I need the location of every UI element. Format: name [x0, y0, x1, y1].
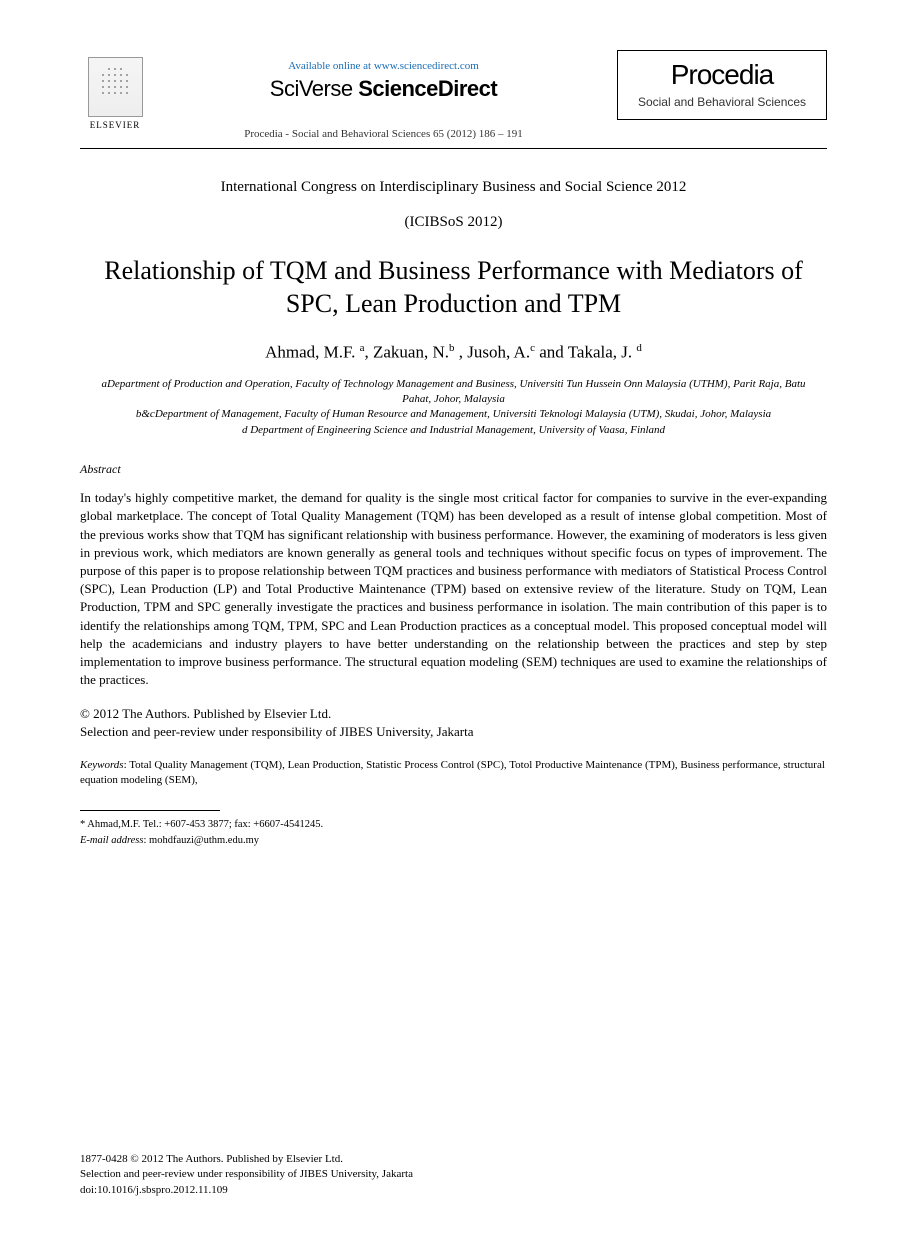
conference-name: International Congress on Interdisciplin…: [80, 179, 827, 196]
keywords-label: Keywords: [80, 759, 124, 771]
keywords-text: : Total Quality Management (TQM), Lean P…: [80, 759, 825, 786]
corresponding-author-footnote: * Ahmad,M.F. Tel.: +607-453 3877; fax: +…: [80, 817, 827, 849]
email-address: : mohdfauzi@uthm.edu.my: [143, 835, 259, 846]
affiliation-bc: b&cDepartment of Management, Faculty of …: [90, 407, 817, 422]
copyright-line1: © 2012 The Authors. Published by Elsevie…: [80, 705, 827, 723]
procedia-subtitle: Social and Behavioral Sciences: [632, 95, 812, 109]
elsevier-tree-icon: [88, 57, 143, 117]
email-label: E-mail address: [80, 835, 143, 846]
elsevier-label: ELSEVIER: [90, 120, 141, 130]
author-list: Ahmad, M.F. a, Zakuan, N.b , Jusoh, A.c …: [80, 342, 827, 363]
page-footer: 1877-0428 © 2012 The Authors. Published …: [80, 1152, 827, 1198]
footnote-contact: * Ahmad,M.F. Tel.: +607-453 3877; fax: +…: [80, 817, 827, 833]
footer-issn: 1877-0428 © 2012 The Authors. Published …: [80, 1152, 827, 1167]
available-online-line: Available online at www.sciencedirect.co…: [150, 60, 617, 72]
footnote-email-line: E-mail address: mohdfauzi@uthm.edu.my: [80, 833, 827, 849]
brand-prefix: SciVerse: [270, 76, 358, 101]
brand-main: ScienceDirect: [358, 76, 497, 101]
abstract-label: Abstract: [80, 462, 827, 477]
affiliation-d: d Department of Engineering Science and …: [90, 423, 817, 438]
conference-code: (ICIBSoS 2012): [80, 214, 827, 231]
procedia-title: Procedia: [632, 59, 812, 91]
journal-reference: Procedia - Social and Behavioral Science…: [150, 128, 617, 140]
elsevier-logo: ELSEVIER: [80, 50, 150, 130]
keywords-block: Keywords: Total Quality Management (TQM)…: [80, 758, 827, 789]
affiliation-a: aDepartment of Production and Operation,…: [90, 377, 817, 408]
sciverse-brand: SciVerse ScienceDirect: [150, 76, 617, 102]
header-center: Available online at www.sciencedirect.co…: [150, 50, 617, 140]
copyright-line2: Selection and peer-review under responsi…: [80, 723, 827, 741]
header-divider: [80, 148, 827, 149]
page-header: ELSEVIER Available online at www.science…: [80, 50, 827, 140]
copyright-block: © 2012 The Authors. Published by Elsevie…: [80, 705, 827, 741]
footnote-divider: [80, 810, 220, 811]
available-prefix: Available online at: [288, 60, 374, 72]
abstract-body: In today's highly competitive market, th…: [80, 489, 827, 689]
procedia-box: Procedia Social and Behavioral Sciences: [617, 50, 827, 120]
paper-title: Relationship of TQM and Business Perform…: [80, 255, 827, 320]
affiliations-block: aDepartment of Production and Operation,…: [80, 377, 827, 439]
sciencedirect-url[interactable]: www.sciencedirect.com: [374, 60, 479, 72]
footer-doi: doi:10.1016/j.sbspro.2012.11.109: [80, 1183, 827, 1198]
footer-peer: Selection and peer-review under responsi…: [80, 1167, 827, 1182]
